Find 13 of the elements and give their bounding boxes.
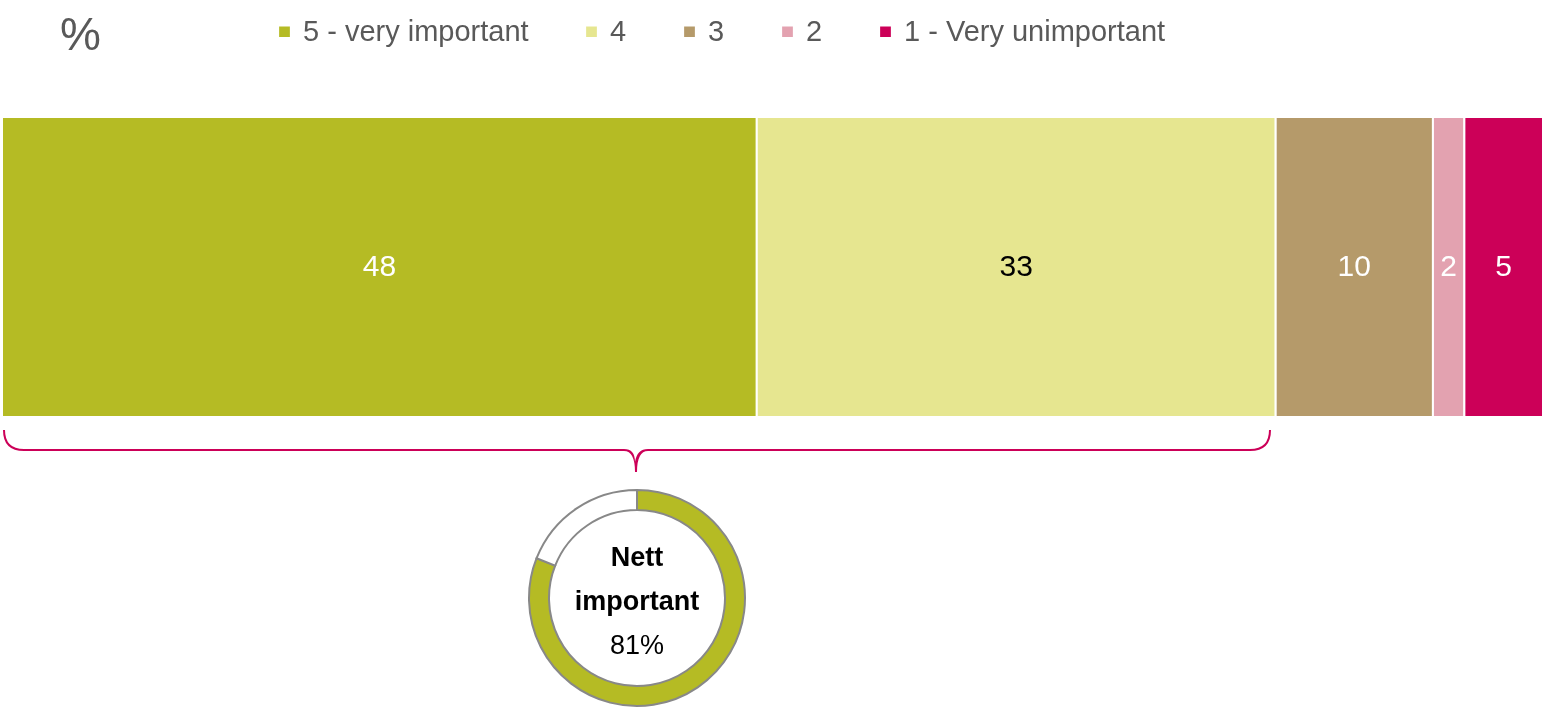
data-label: 48 — [362, 249, 397, 282]
legend-label: 5 - very important — [303, 14, 529, 47]
chart-title: % — [60, 8, 101, 60]
legend-label: 4 — [610, 14, 627, 47]
data-label: 33 — [999, 249, 1033, 282]
data-label: 81% — [609, 630, 665, 660]
data-label: 2 — [1440, 249, 1457, 282]
data-label: 5 — [1495, 249, 1513, 282]
legend-label: 2 — [806, 14, 823, 47]
legend-label: 3 — [708, 14, 725, 47]
data-label: 10 — [1337, 249, 1371, 282]
text: Nett important — [574, 542, 700, 616]
legend-label: 1 - Very unimportant — [904, 14, 1166, 47]
